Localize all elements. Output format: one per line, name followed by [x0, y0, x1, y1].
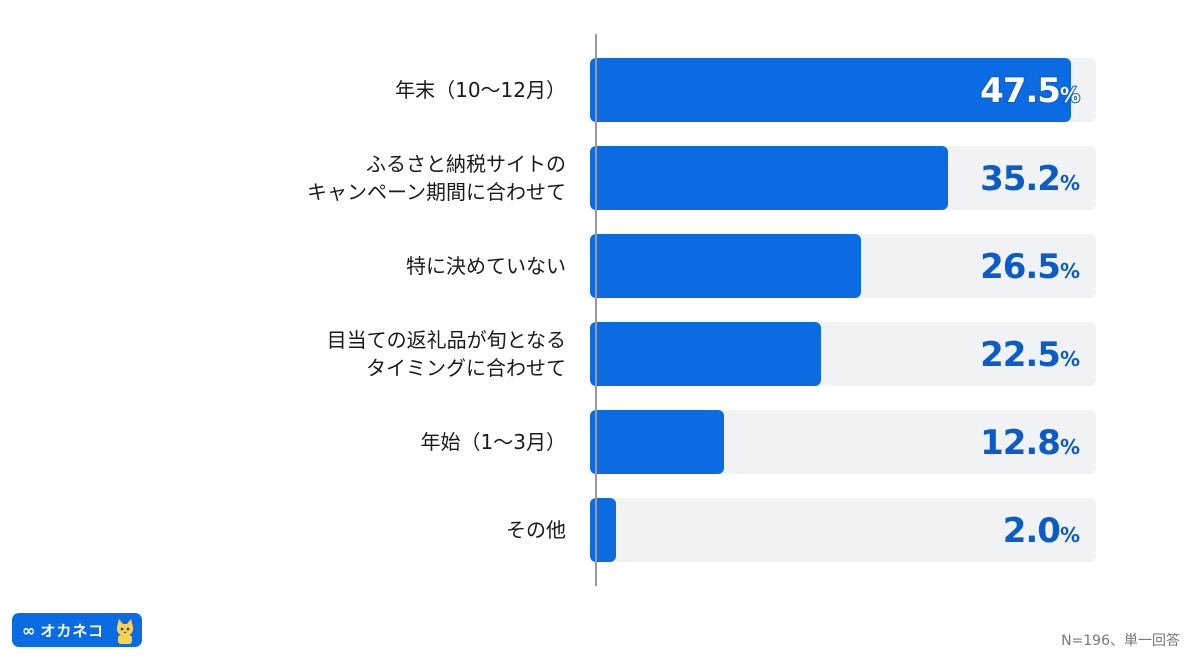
data-label: 47.5%: [980, 71, 1080, 111]
data-label: 12.8%: [980, 423, 1080, 463]
data-label: 2.0%: [1003, 511, 1080, 551]
category-label: 特に決めていない: [406, 254, 566, 278]
category-label: 年始（1〜3月）: [421, 430, 566, 454]
bar: [590, 146, 948, 210]
bar-track: [596, 498, 1096, 562]
bar: [590, 234, 861, 298]
infinity-icon: ∞: [22, 620, 36, 640]
sample-note: N=196、単一回答: [1061, 633, 1180, 649]
category-label: タイミングに合わせて: [366, 356, 566, 380]
category-label: キャンペーン期間に合わせて: [307, 180, 566, 204]
bar: [590, 498, 616, 562]
bar: [590, 58, 1071, 122]
data-label: 26.5%: [980, 247, 1080, 287]
category-label: 年末（10〜12月）: [395, 78, 566, 102]
bar-chart: 年末（10〜12月） ふるさと納税サイトのキャンペーン期間に合わせて特に決めていな…: [307, 34, 1096, 586]
data-label: 22.5%: [980, 335, 1080, 375]
logo-text: オカネコ: [40, 621, 105, 640]
bar: [590, 322, 821, 386]
bar: [590, 410, 724, 474]
category-label: ふるさと納税サイトの: [366, 152, 566, 176]
cat-mascot-icon: [116, 619, 134, 644]
category-label: その他: [506, 518, 566, 542]
okaneko-logo: ∞ オカネコ: [12, 613, 142, 647]
category-label: 目当ての返礼品が旬となる: [327, 328, 566, 352]
data-label: 35.2%: [980, 159, 1080, 199]
